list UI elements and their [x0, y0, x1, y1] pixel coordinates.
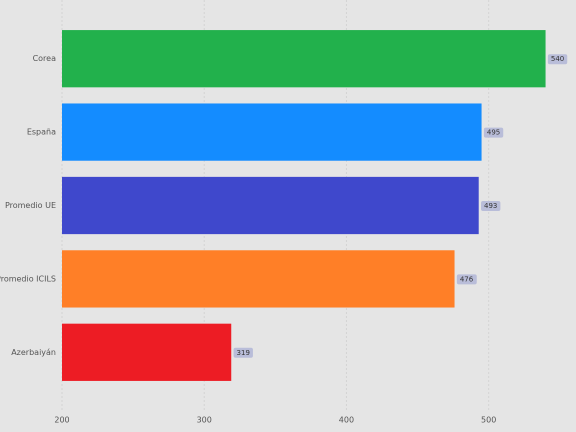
bar	[62, 323, 232, 381]
y-tick-label: Promedio ICILS	[0, 274, 56, 283]
x-tick-label: 300	[197, 416, 212, 425]
y-tick-label: Azerbaiyán	[11, 348, 56, 357]
value-label-box	[547, 54, 568, 65]
value-label: 476	[460, 275, 474, 283]
value-label-box	[483, 127, 504, 138]
value-label-box	[481, 201, 501, 211]
value-label: 319	[237, 349, 250, 357]
bar	[62, 103, 482, 161]
y-tick-label: España	[27, 128, 56, 137]
value-label-box	[233, 347, 253, 358]
x-tick-label: 200	[54, 416, 69, 425]
y-tick-label: Promedio UE	[5, 201, 56, 210]
bar	[62, 30, 546, 88]
x-tick-label: 400	[339, 416, 354, 425]
value-label-box	[456, 274, 477, 285]
value-label: 540	[551, 55, 564, 63]
bar	[62, 176, 479, 235]
value-label: 495	[487, 129, 500, 137]
bar	[62, 250, 455, 308]
value-label: 493	[484, 202, 497, 210]
x-tick-label: 500	[481, 416, 496, 425]
y-tick-label: Corea	[33, 54, 57, 63]
